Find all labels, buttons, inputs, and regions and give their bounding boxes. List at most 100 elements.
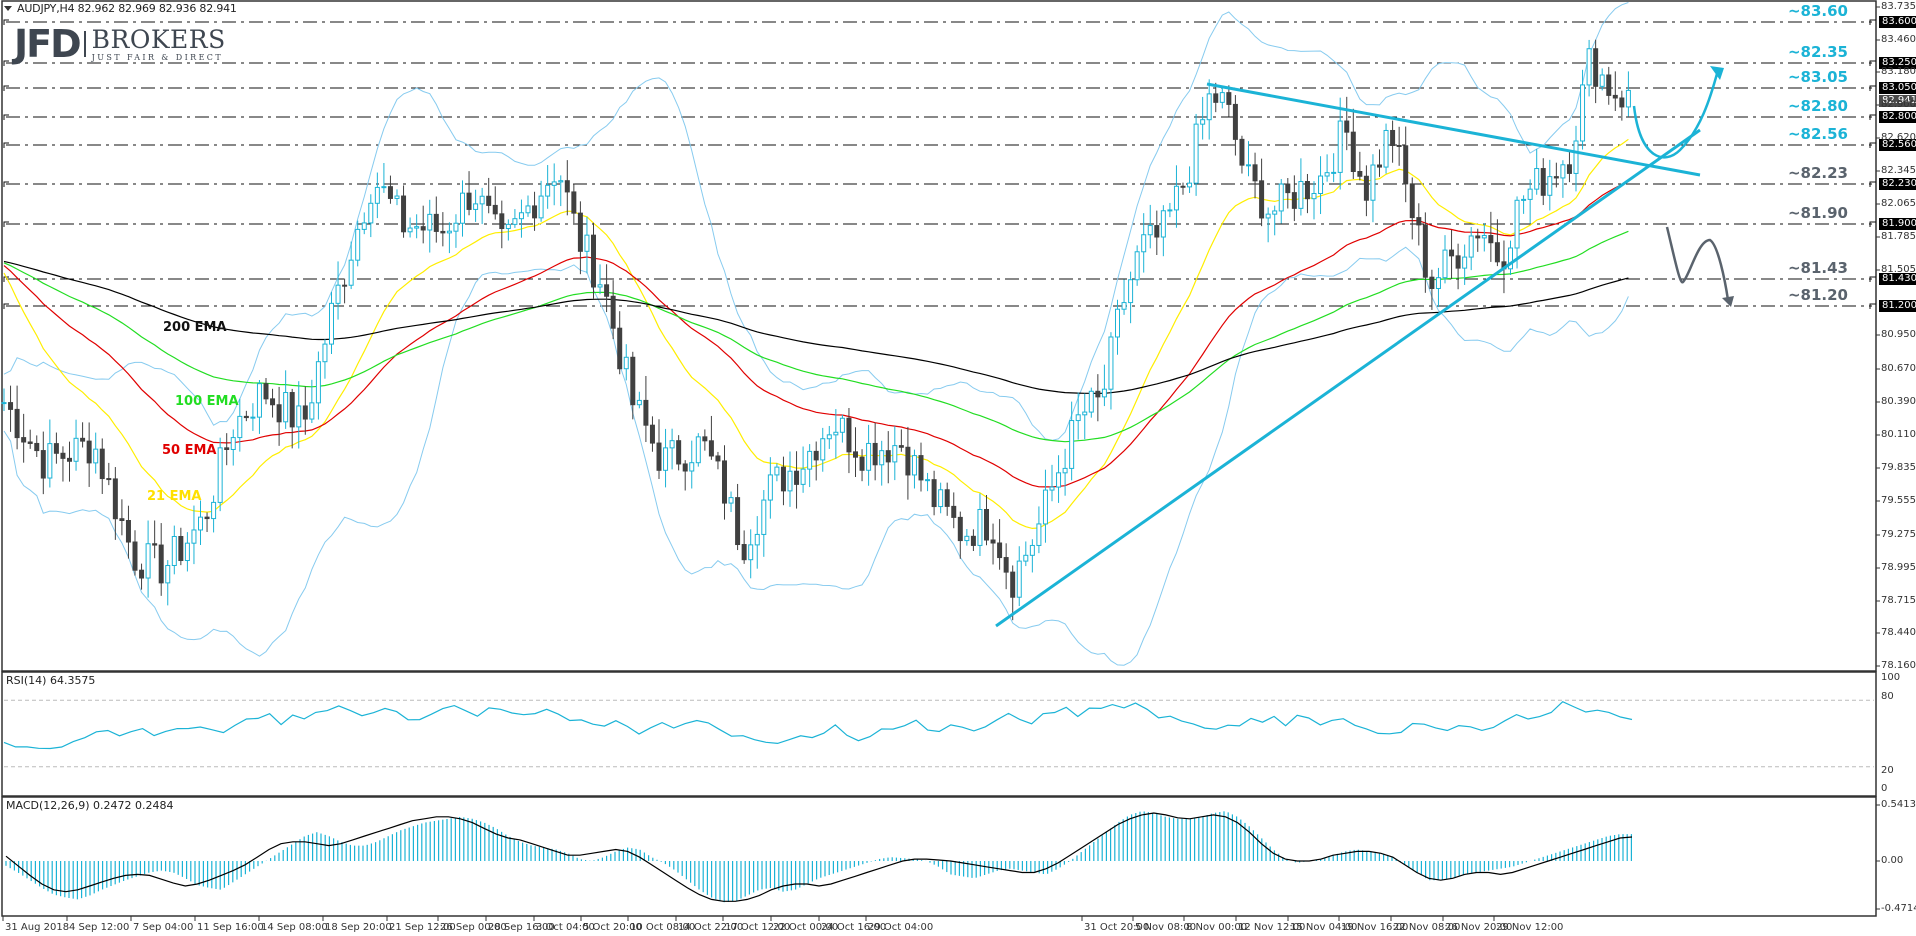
bear-candle [158, 544, 164, 584]
bear-candle [486, 195, 492, 206]
bear-candle [617, 327, 623, 370]
bull-candle [767, 474, 773, 501]
bull-candle [538, 195, 544, 219]
price-axis-label: 80.670 [1881, 363, 1916, 374]
bull-candle [191, 529, 197, 544]
bear-candle [1213, 93, 1219, 103]
bull-candle [728, 497, 734, 504]
bear-candle [859, 456, 865, 471]
ema-50-line [3, 180, 1629, 488]
price-axis-label: 78.160 [1881, 660, 1916, 671]
bull-candle [839, 417, 845, 433]
bull-candle [250, 416, 256, 419]
bear-candle [152, 543, 158, 546]
level-price-tag: 83.050 [1879, 82, 1916, 94]
price-axis-label: 79.835 [1881, 462, 1916, 473]
bull-candle [663, 447, 669, 471]
bear-candle [1619, 97, 1625, 108]
bull-candle [1160, 210, 1166, 238]
bull-candle [1318, 175, 1324, 195]
bear-candle [610, 295, 616, 329]
bull-candle [1324, 172, 1330, 177]
bull-candle [165, 564, 171, 584]
time-axis-label: 22 Nov 08:00 [1393, 922, 1461, 933]
bull-candle [1200, 119, 1206, 125]
trendline[interactable] [995, 128, 1701, 628]
time-axis-label: 31 Aug 2018 [5, 922, 70, 933]
bull-candle [1147, 225, 1153, 236]
level-label: ~83.60 [1787, 2, 1848, 20]
bear-candle [53, 443, 59, 454]
bull-candle [1573, 140, 1579, 174]
bear-candle [1180, 185, 1186, 188]
bull-candle [551, 181, 557, 186]
bear-candle [1416, 217, 1422, 226]
bull-candle [171, 535, 177, 566]
bear-candle [1606, 74, 1612, 96]
time-axis-label: 4 Sep 12:00 [69, 922, 130, 933]
bear-candle [643, 399, 649, 426]
bear-candle [944, 489, 950, 507]
bear-candle [466, 192, 472, 210]
bull-candle [1036, 523, 1042, 546]
bull-candle [237, 415, 243, 439]
bull-candle [184, 542, 190, 562]
bear-candle [532, 205, 538, 219]
bull-candle [1049, 486, 1055, 491]
bear-candle [1259, 180, 1265, 219]
bear-candle [1540, 168, 1546, 196]
bull-candle [1481, 235, 1487, 239]
bear-candle [67, 457, 72, 462]
bear-candle [997, 542, 1003, 559]
bull-candle [1134, 251, 1140, 281]
bull-candle [93, 448, 99, 464]
bull-candle [1462, 256, 1468, 269]
level-price-tag: 83.250 [1879, 57, 1916, 69]
bear-candle [1612, 94, 1618, 99]
bear-candle [571, 191, 577, 214]
bear-candle [564, 180, 570, 193]
horizontal-levels[interactable] [3, 19, 1876, 309]
bull-candle [407, 227, 413, 233]
bull-candle [1521, 198, 1527, 201]
bull-candle [145, 543, 151, 579]
bull-candle [322, 343, 328, 363]
bear-candle [1226, 92, 1232, 105]
bull-candle [479, 195, 485, 205]
trendlines[interactable] [995, 82, 1701, 628]
bull-candle [1069, 420, 1075, 469]
bear-candle [263, 383, 269, 400]
bear-candle [132, 541, 138, 571]
bear-candle [1403, 145, 1409, 185]
macd-label: MACD(12,26,9) 0.2472 0.2484 [6, 799, 174, 812]
bear-candle [1390, 129, 1396, 146]
level-label: ~82.80 [1787, 97, 1848, 115]
panel-frames [1, 0, 1877, 917]
bull-candle [1056, 472, 1062, 488]
rsi-panel [3, 699, 1874, 768]
bear-candle [1285, 183, 1291, 194]
bull-candle [355, 228, 361, 261]
level-label: ~83.05 [1787, 68, 1848, 86]
time-axis-label: 11 Sep 16:00 [197, 922, 264, 933]
price-axis-label: 79.555 [1881, 495, 1916, 506]
bear-candle [676, 440, 682, 465]
bear-candle [139, 569, 145, 579]
bear-candle [722, 460, 727, 504]
bull-candle [1141, 234, 1147, 253]
time-axis-label: 14 Oct 22:00 [678, 922, 744, 933]
bear-candle [1304, 181, 1310, 200]
bull-candle [381, 186, 387, 189]
bull-candle [833, 431, 839, 436]
price-axis-label: 81.505 [1881, 264, 1916, 275]
trendline[interactable] [1206, 82, 1701, 177]
price-axis-label: 82.345 [1881, 165, 1916, 176]
time-axis-label: 19 Nov 16:00 [1341, 922, 1409, 933]
bear-candle [702, 436, 708, 442]
bear-candle [1475, 235, 1481, 239]
collapse-arrow-icon[interactable] [4, 6, 12, 11]
bull-candle [623, 356, 629, 370]
bull-candle [938, 489, 944, 508]
level-price-tag: 81.200 [1879, 300, 1916, 312]
